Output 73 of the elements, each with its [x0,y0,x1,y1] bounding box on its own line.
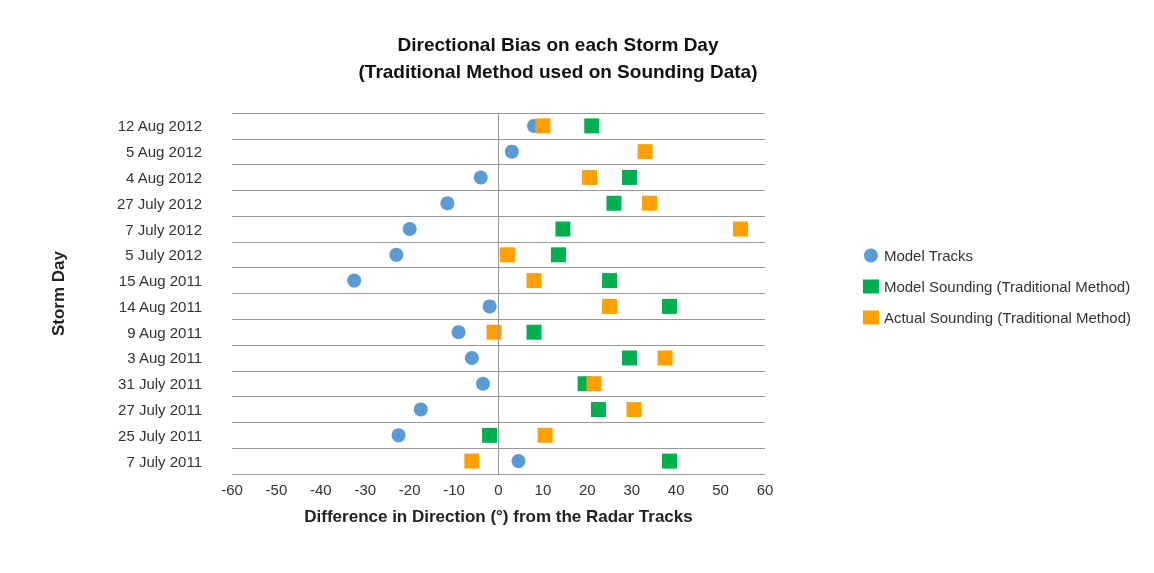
point [389,247,404,262]
point [526,273,542,289]
point [555,221,571,237]
point [451,325,466,340]
x-tick-label: -50 [265,481,288,498]
y-tick-label: 27 July 2011 [118,401,202,419]
point [662,298,677,314]
point [402,222,417,237]
x-tick-label: 50 [712,481,729,498]
point [473,170,488,185]
point [733,221,749,237]
chart-subtitle: (Traditional Method used on Sounding Data) [358,61,758,82]
y-tick-label: 4 Aug 2012 [126,168,202,186]
point [550,247,566,263]
point [486,324,502,340]
point [586,376,602,392]
y-axis-title: Storm Day [49,250,68,337]
y-tick-label: 7 July 2012 [125,220,202,238]
point [642,195,658,211]
y-tick-label: 3 Aug 2011 [127,349,202,367]
x-tick-label: 60 [756,481,774,498]
x-axis-title: Difference in Direction (°) from the Radar Tracks [304,507,693,526]
point [391,428,406,443]
x-tick-label: 30 [623,481,641,498]
point [602,273,618,289]
point [504,144,519,159]
point [464,453,480,469]
point [475,376,490,391]
y-tick-label: 9 Aug 2011 [127,323,202,341]
point [637,144,653,160]
x-tick-label: 40 [667,481,685,498]
point [482,427,498,443]
y-tick-label: 15 Aug 2011 [118,272,202,290]
point [499,247,515,263]
point [537,427,553,443]
chart-title: Directional Bias on each Storm Day [397,34,719,55]
point [511,454,526,469]
x-tick-label: -20 [398,481,421,498]
y-tick-label: 5 July 2012 [125,246,202,264]
y-tick-label: 25 July 2011 [118,426,202,444]
point [602,298,618,314]
point [622,169,638,185]
point [584,118,600,134]
y-tick-label: 31 July 2011 [118,375,202,393]
point [626,402,642,418]
y-tick-label: 7 July 2011 [126,452,202,470]
point [657,350,673,366]
point [464,350,479,365]
x-tick-label: -40 [309,481,332,498]
legend-label: Actual Sounding (Traditional Method) [883,309,1132,326]
point [440,196,455,211]
point [413,402,428,417]
point [582,169,598,185]
legend-label: Model Sounding (Traditional Method) [883,278,1131,295]
point [590,402,606,418]
x-tick-label: -30 [354,481,377,498]
point [526,324,542,340]
point [662,453,677,469]
x-tick-label: -60 [221,481,243,498]
legend-label: Model Tracks [883,247,974,264]
y-tick-label: 5 Aug 2012 [126,143,202,161]
x-tick-label: 10 [534,481,552,498]
x-tick-label: 0 [494,481,503,498]
point [347,273,362,288]
y-tick-label: 12 Aug 2012 [117,117,202,135]
y-tick-label: 27 July 2012 [116,194,202,212]
point [482,299,497,314]
x-tick-label: -10 [443,481,465,498]
x-tick-label: 20 [578,481,596,498]
y-tick-label: 14 Aug 2011 [118,297,202,315]
point [535,118,551,134]
point [622,350,638,366]
point [606,195,622,211]
